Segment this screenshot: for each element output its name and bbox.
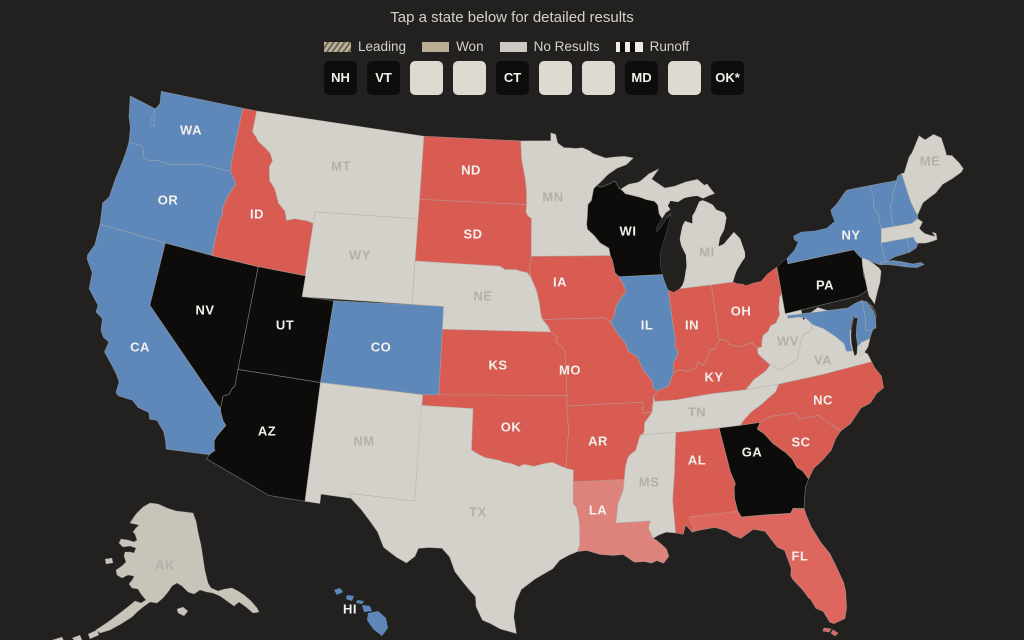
- svg-text:SD: SD: [463, 227, 482, 242]
- svg-text:AZ: AZ: [258, 424, 276, 439]
- svg-text:LA: LA: [589, 503, 607, 518]
- svg-text:OR: OR: [158, 193, 179, 208]
- svg-text:AL: AL: [688, 453, 706, 468]
- svg-text:WA: WA: [180, 123, 202, 138]
- svg-text:TN: TN: [688, 405, 706, 420]
- svg-text:ND: ND: [461, 163, 481, 178]
- svg-text:ME: ME: [920, 154, 941, 169]
- svg-text:UT: UT: [276, 318, 294, 333]
- svg-text:WY: WY: [349, 248, 371, 263]
- svg-text:IA: IA: [553, 275, 567, 290]
- svg-text:MO: MO: [559, 363, 581, 378]
- svg-text:MN: MN: [542, 190, 563, 205]
- svg-text:NE: NE: [473, 289, 492, 304]
- svg-text:SC: SC: [791, 435, 810, 450]
- svg-text:NY: NY: [841, 228, 860, 243]
- svg-text:IN: IN: [685, 318, 699, 333]
- svg-text:CA: CA: [130, 340, 150, 355]
- svg-text:NC: NC: [813, 393, 833, 408]
- svg-text:GA: GA: [742, 445, 763, 460]
- svg-text:VA: VA: [814, 353, 832, 368]
- svg-text:MT: MT: [331, 159, 351, 174]
- svg-text:KY: KY: [704, 370, 723, 385]
- svg-text:HI: HI: [343, 602, 357, 617]
- svg-text:NV: NV: [195, 303, 214, 318]
- svg-text:CO: CO: [371, 340, 392, 355]
- svg-text:KS: KS: [488, 358, 507, 373]
- svg-text:WV: WV: [777, 334, 799, 349]
- svg-text:ID: ID: [250, 207, 264, 222]
- svg-text:OH: OH: [731, 304, 752, 319]
- svg-text:IL: IL: [641, 318, 654, 333]
- svg-text:PA: PA: [816, 278, 834, 293]
- svg-text:WI: WI: [620, 224, 637, 239]
- svg-text:TX: TX: [469, 505, 487, 520]
- svg-text:MS: MS: [639, 475, 660, 490]
- svg-text:AR: AR: [588, 434, 608, 449]
- svg-text:AK: AK: [155, 558, 175, 573]
- svg-text:FL: FL: [792, 549, 809, 564]
- svg-text:NM: NM: [353, 434, 374, 449]
- svg-text:OK: OK: [501, 420, 522, 435]
- svg-text:MI: MI: [699, 245, 714, 260]
